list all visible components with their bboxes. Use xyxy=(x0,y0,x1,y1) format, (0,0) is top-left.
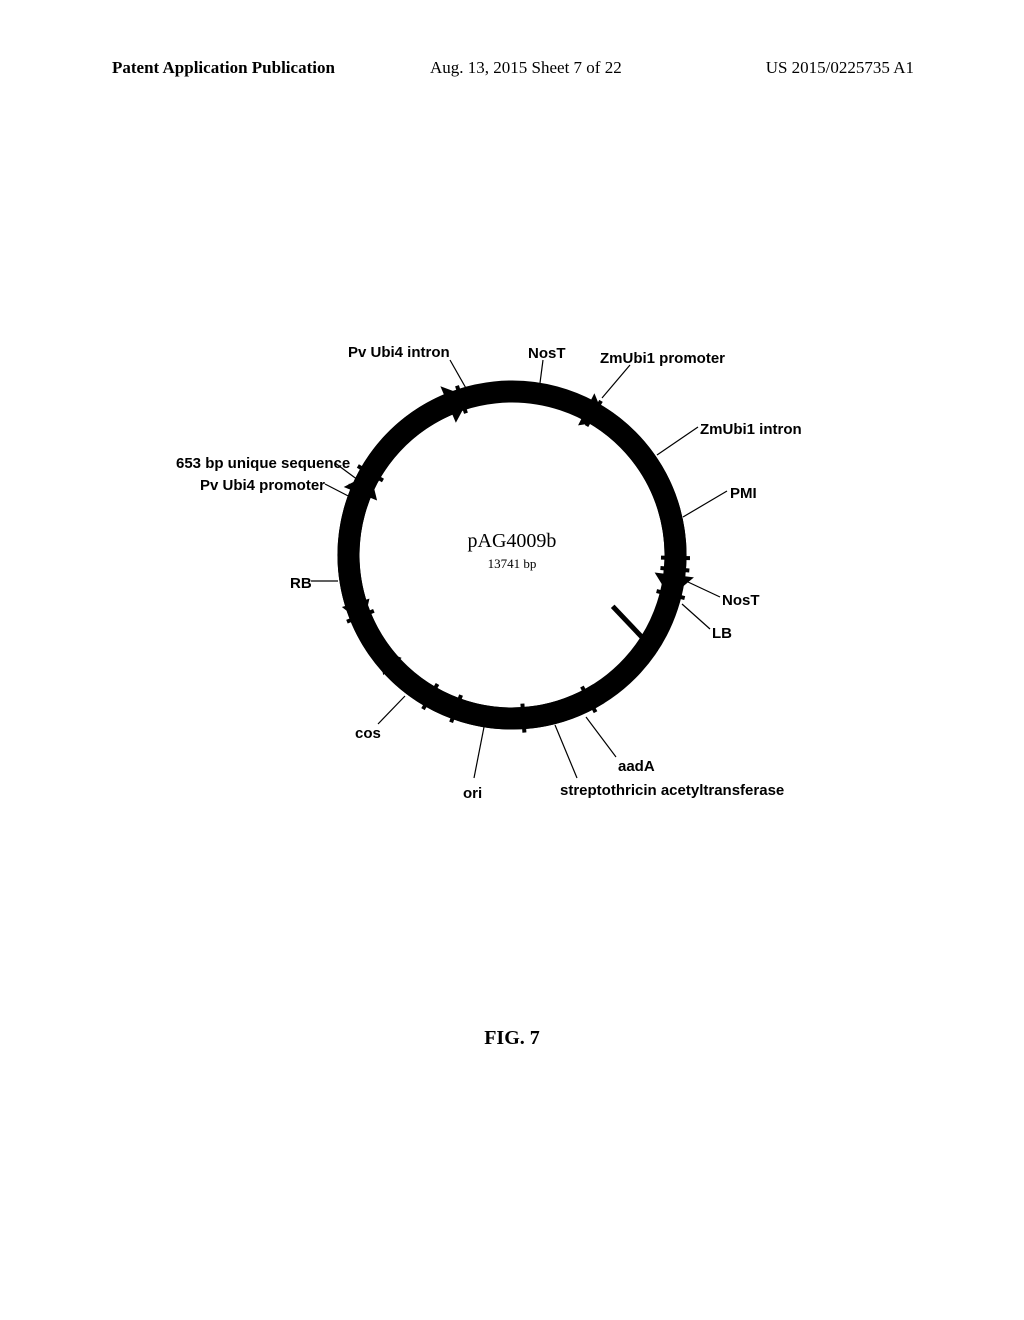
ring-tick xyxy=(661,558,690,559)
plasmid-name: pAG4009b xyxy=(462,530,562,553)
plasmid-label: aadA xyxy=(618,758,655,775)
leader-line xyxy=(586,717,616,757)
plasmid-diagram xyxy=(0,0,1024,1320)
plasmid-label: Pv Ubi4 promoter xyxy=(200,477,325,494)
ring-tick xyxy=(522,704,524,733)
plasmid-label: cos xyxy=(355,725,381,742)
plasmid-label: LB xyxy=(712,625,732,642)
leader-line xyxy=(657,427,698,455)
leader-line xyxy=(682,604,710,629)
ring-tick xyxy=(660,568,689,571)
plasmid-label: PMI xyxy=(730,485,757,502)
plasmid-label: ZmUbi1 intron xyxy=(700,421,802,438)
leader-line xyxy=(688,582,720,597)
plasmid-label: ZmUbi1 promoter xyxy=(600,350,725,367)
plasmid-label: streptothricin acetyltransferase xyxy=(560,782,784,799)
plasmid-label: 653 bp unique sequence xyxy=(176,455,350,472)
leader-line xyxy=(555,725,577,778)
plasmid-label: NosT xyxy=(528,345,566,362)
plasmid-label: ori xyxy=(463,785,482,802)
plasmid-label: RB xyxy=(290,575,312,592)
leader-line xyxy=(683,491,727,517)
figure-caption: FIG. 7 xyxy=(0,1027,1024,1050)
patent-page: Patent Application Publication Aug. 13, … xyxy=(0,0,1024,1320)
plasmid-label: Pv Ubi4 intron xyxy=(348,344,450,361)
plasmid-label: NosT xyxy=(722,592,760,609)
leader-line xyxy=(474,727,484,778)
leader-line xyxy=(540,360,543,383)
leader-line xyxy=(602,365,630,398)
plasmid-size: 13741 bp xyxy=(480,556,544,572)
leader-line xyxy=(378,696,405,724)
